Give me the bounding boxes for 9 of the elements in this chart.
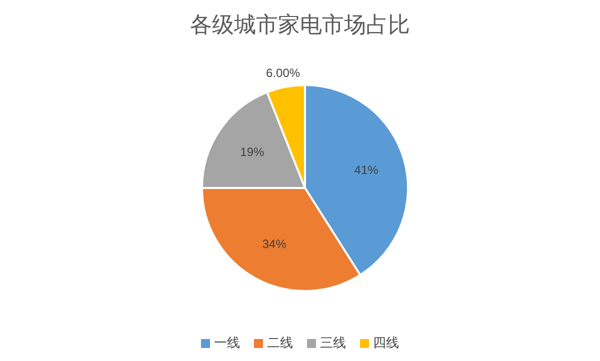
data-label: 34% — [262, 236, 287, 251]
chart-title: 各级城市家电市场占比 — [189, 12, 411, 40]
legend-label: 三线 — [319, 335, 346, 352]
data-label: 41% — [354, 163, 379, 178]
legend-label: 四线 — [372, 335, 399, 352]
data-label: 19% — [240, 145, 265, 160]
legend-label: 二线 — [266, 335, 293, 352]
legend-label: 一线 — [213, 335, 240, 352]
data-label: 6.00% — [266, 66, 300, 80]
